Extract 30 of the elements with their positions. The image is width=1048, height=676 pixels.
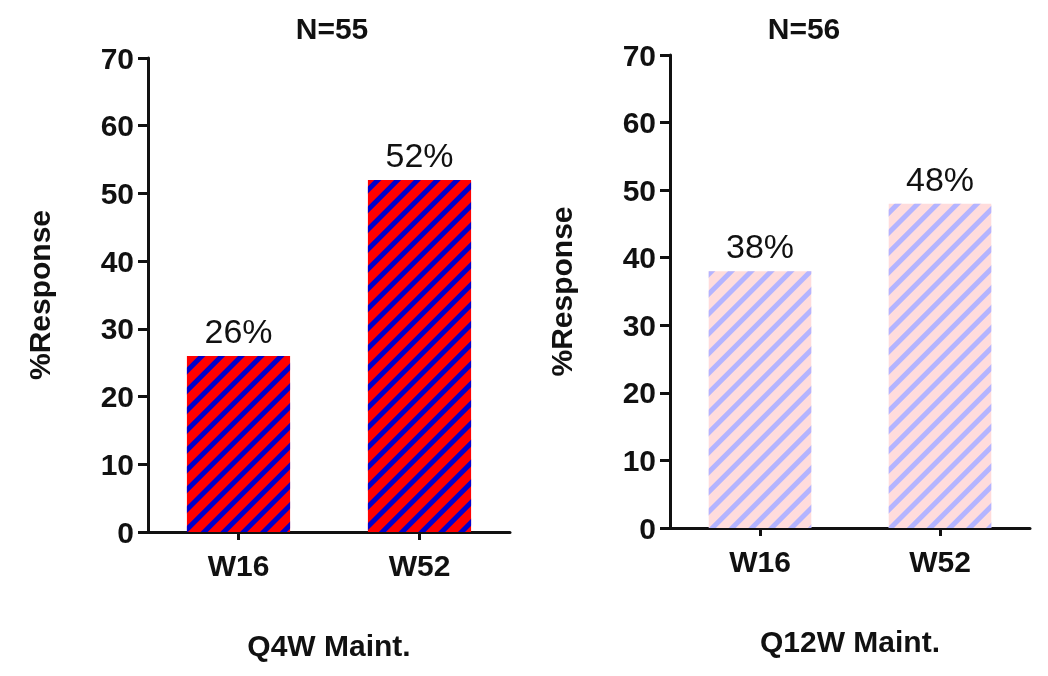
y-tick-label: 70 — [622, 38, 656, 72]
y-tick-label: 50 — [622, 173, 656, 207]
y-axis-title: %Response — [22, 209, 56, 381]
data-label: 38% — [725, 227, 795, 266]
y-tick-label: 30 — [622, 308, 656, 342]
x-tick-label: W52 — [909, 544, 971, 578]
y-tick-label: 40 — [100, 244, 134, 278]
y-tick-label: 20 — [100, 380, 134, 414]
y-tick-label: 70 — [100, 41, 134, 75]
data-label: 52% — [385, 135, 454, 174]
x-tick-label: W16 — [729, 544, 791, 578]
data-label: 26% — [204, 311, 273, 350]
y-tick-label: 60 — [100, 109, 134, 143]
x-tick-label: W16 — [207, 548, 270, 582]
y-tick-label: 10 — [100, 447, 134, 481]
y-tick-label: 30 — [100, 312, 134, 346]
y-tick-label: 40 — [622, 241, 656, 275]
y-axis-title: %Response — [544, 206, 578, 377]
x-tick-label: W52 — [388, 548, 451, 582]
chart-title: N=55 — [295, 11, 369, 45]
x-axis-title: Q12W Maint. — [759, 624, 941, 658]
y-tick-label: 10 — [622, 443, 656, 477]
y-tick-label: 20 — [622, 376, 656, 410]
y-tick-label: 0 — [639, 511, 656, 545]
y-tick-label: 0 — [117, 515, 134, 549]
chart-title: N=56 — [767, 11, 841, 45]
y-tick-label: 60 — [622, 106, 656, 140]
x-axis-title: Q4W Maint. — [247, 628, 411, 662]
y-tick-label: 50 — [100, 176, 134, 210]
data-label: 48% — [905, 159, 975, 198]
